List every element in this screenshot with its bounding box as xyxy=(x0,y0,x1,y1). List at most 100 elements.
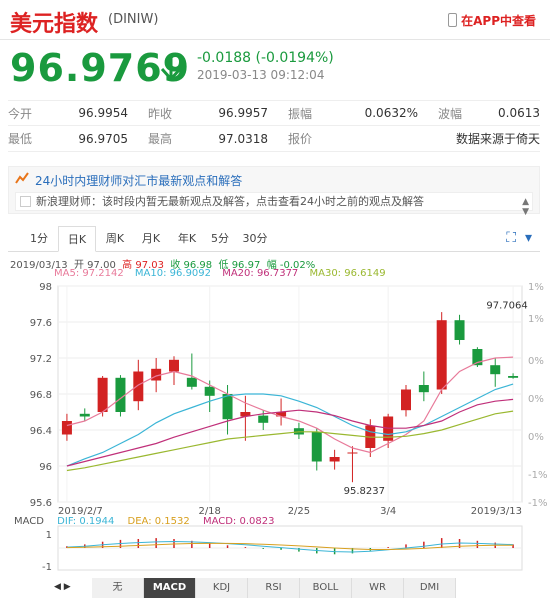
indicator-tab[interactable]: MACD xyxy=(144,578,196,598)
avatar xyxy=(20,196,31,207)
candle-body xyxy=(418,385,429,393)
macd-legend: MACD DIF: 0.1944 DEA: 0.1532 MACD: 0.082… xyxy=(14,516,284,527)
ohlc-range: 幅 -0.02% xyxy=(266,260,316,271)
candle-body xyxy=(186,377,197,387)
open-value: 96.9954 xyxy=(78,106,128,120)
y-tick-label: 96.4 xyxy=(30,426,52,437)
x-tick-label: 2019/2/7 xyxy=(58,506,103,517)
y-tick-label: 97.6 xyxy=(30,318,52,329)
open-in-app-link[interactable]: 在APP中查看 xyxy=(448,12,536,29)
stat-label: 波幅 xyxy=(438,106,463,121)
pct-tick-label: 0% xyxy=(528,394,544,405)
next-arrow-icon[interactable]: ▶ xyxy=(63,582,71,592)
stat-label: 最高 xyxy=(148,132,173,146)
stat-label: 昨收 xyxy=(148,106,173,121)
ma-legend: MA5: 97.2142 MA10: 96.9092 MA20: 96.7377… xyxy=(54,268,394,279)
ma30-label: MA30: 96.6149 xyxy=(309,268,386,279)
tab-tools: ⛶ ▾ xyxy=(506,230,532,246)
ohlc-low: 低 96.97 xyxy=(218,260,261,271)
candle-body xyxy=(169,359,179,372)
indicator-tab[interactable]: 无 xyxy=(92,578,144,598)
candle-body xyxy=(133,371,144,402)
pct-tick-label: 0% xyxy=(528,432,544,443)
candle-body xyxy=(61,421,72,435)
fullscreen-icon[interactable]: ⛶ xyxy=(506,230,517,246)
macd-tick-label: 1 xyxy=(46,530,52,541)
extreme-value-label: 95.8237 xyxy=(344,486,385,497)
trend-icon xyxy=(15,172,29,184)
ohlc-readout: 2019/03/13 开 97.00 高 97.03 收 96.98 低 96.… xyxy=(10,256,315,271)
candle-body xyxy=(204,386,215,396)
tab-yearly[interactable]: 年K xyxy=(177,232,197,245)
ma10-label: MA10: 96.9092 xyxy=(134,268,212,279)
x-tick-label: 2/18 xyxy=(198,506,220,517)
candle-body xyxy=(490,365,501,375)
current-price: 96.9769 xyxy=(10,46,191,90)
ma10-line xyxy=(66,383,514,467)
news-title[interactable]: 24小时内理财师对汇市最新观点和解答 xyxy=(35,174,243,188)
dea-line xyxy=(66,542,514,550)
scroll-arrows-icon[interactable]: ▲ ▼ xyxy=(522,197,529,217)
indicator-tab[interactable]: RSI xyxy=(248,578,300,598)
stats-table: 今开 96.9954 昨收 96.9957 振幅 0.0632% 波幅 0.06… xyxy=(8,100,540,152)
ohlc-date: 2019/03/13 xyxy=(10,260,68,271)
indicator-tab[interactable]: KDJ xyxy=(196,578,248,598)
y-tick-label: 97.2 xyxy=(30,354,52,365)
macd-label: MACD xyxy=(14,516,44,527)
candle-body xyxy=(79,413,90,417)
phone-icon xyxy=(448,13,458,27)
tab-monthly[interactable]: 月K xyxy=(141,232,161,245)
macd-tick-label: -1 xyxy=(42,562,52,573)
dif-line xyxy=(66,541,514,553)
news-text: 新浪理财师：该时段内暂无最新观点及解答，点击查看24小时之前的观点及解答 xyxy=(36,195,424,208)
data-source: 数据来源于倚天 xyxy=(455,132,540,146)
candle-body xyxy=(240,412,251,417)
y-tick-label: 96 xyxy=(39,462,52,473)
candle-body xyxy=(472,349,483,366)
tab-30min[interactable]: 30分 xyxy=(242,232,268,245)
kline-chart[interactable]: 98 97.6 97.2 96.8 96.4 96 95.6 1% 1% 0% 0% 0% -1% -1%… xyxy=(0,280,550,580)
pct-tick-label: -1% xyxy=(528,498,547,509)
indicator-tab[interactable]: DMI xyxy=(404,578,456,598)
ohlc-close: 收 96.98 xyxy=(170,260,213,271)
extreme-value-label: 97.7064 xyxy=(486,300,527,311)
stat-label: 最低 xyxy=(8,132,33,146)
tab-5min[interactable]: 5分 xyxy=(211,232,229,245)
wave-value: 0.0613 xyxy=(498,106,540,120)
candle-body xyxy=(347,452,358,454)
candle-body xyxy=(115,377,126,412)
header: 美元指数 (DINIW) 在APP中查看 xyxy=(0,0,550,40)
ma20-label: MA20: 96.7377 xyxy=(222,268,299,279)
dropdown-icon[interactable]: ▾ xyxy=(524,230,532,246)
ma30-line xyxy=(66,410,514,472)
stats-row: 今开 96.9954 昨收 96.9957 振幅 0.0632% 波幅 0.06… xyxy=(8,100,540,126)
x-tick-label: 3/4 xyxy=(380,506,396,517)
prev-arrow-icon[interactable]: ◀ xyxy=(54,582,61,592)
indicator-tab[interactable]: BOLL xyxy=(300,578,352,598)
indicator-tab[interactable]: WR xyxy=(352,578,404,598)
open-in-app-label: 在APP中查看 xyxy=(461,14,536,28)
price-change: -0.0188 (-0.0194%) xyxy=(197,50,334,66)
high-value: 97.0318 xyxy=(218,131,268,146)
candle-body xyxy=(276,412,287,417)
dif-label: DIF: 0.1944 xyxy=(57,516,115,527)
tab-daily[interactable]: 日K xyxy=(58,226,96,252)
x-tick-label: 2019/3/13 xyxy=(471,506,522,517)
pct-tick-label: 0% xyxy=(528,356,544,367)
ma20-line xyxy=(66,398,514,467)
y-tick-label: 98 xyxy=(39,282,52,293)
y-tick-label: 96.8 xyxy=(30,390,52,401)
pct-tick-label: 1% xyxy=(528,282,544,293)
news-item[interactable]: 新浪理财师：该时段内暂无最新观点及解答，点击查看24小时之前的观点及解答 xyxy=(15,192,533,211)
tab-weekly[interactable]: 周K xyxy=(105,232,125,245)
y-tick-label: 95.6 xyxy=(30,498,52,509)
news-panel: 24小时内理财师对汇市最新观点和解答 新浪理财师：该时段内暂无最新观点及解答，点… xyxy=(8,166,540,217)
x-tick-label: 2/25 xyxy=(288,506,310,517)
candle-body xyxy=(401,389,411,411)
tab-1min[interactable]: 1分 xyxy=(30,232,48,245)
chart-period-tabs: 1分 日K 周K 月K 年K 5分 30分 ⛶ ▾ xyxy=(8,226,540,252)
low-value: 96.9705 xyxy=(78,131,128,146)
candle-body xyxy=(436,320,447,390)
candle-body xyxy=(258,415,269,423)
prev-close-value: 96.9957 xyxy=(218,106,268,120)
